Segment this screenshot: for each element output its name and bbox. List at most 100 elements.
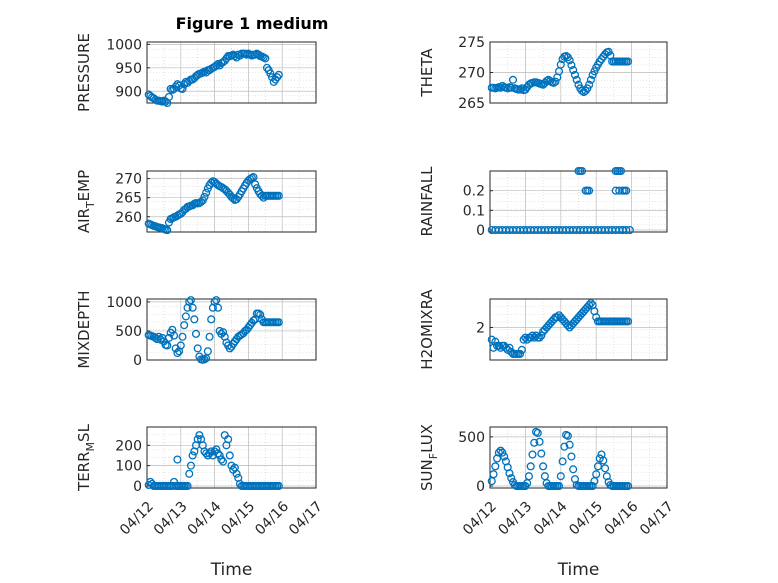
data-point <box>624 57 633 66</box>
data-point <box>186 296 195 305</box>
data-point <box>600 464 610 473</box>
figure-title: Figure 1 medium <box>176 14 329 33</box>
data-point <box>186 461 195 470</box>
y-axis-label: PRESSURE <box>75 33 93 112</box>
data-point <box>205 332 214 341</box>
data-point <box>554 67 564 76</box>
data-point <box>212 296 221 305</box>
data-point <box>530 438 539 447</box>
data-point <box>219 457 228 466</box>
data-point <box>563 321 572 330</box>
data-point <box>549 78 558 87</box>
data-point <box>494 341 503 350</box>
y-axis-label-subscript: T <box>84 201 97 209</box>
data-point <box>537 449 546 458</box>
data-point <box>212 445 221 454</box>
data-point <box>516 85 525 94</box>
data-point <box>540 472 549 481</box>
data-point <box>202 188 211 197</box>
data-point <box>560 442 569 451</box>
y-tick-label: 1000 <box>106 37 142 53</box>
data-point <box>611 186 620 195</box>
y-axis-label-main: AIR <box>75 208 93 233</box>
data-point <box>164 92 174 101</box>
data-point <box>500 452 509 461</box>
data-point <box>163 226 172 235</box>
y-axis-label-tail: SL <box>75 423 93 442</box>
series-markers <box>487 299 633 358</box>
data-point <box>178 84 187 93</box>
y-tick-label: 500 <box>458 430 485 446</box>
y-tick-label: 0 <box>133 479 142 495</box>
data-point <box>212 61 221 70</box>
data-point <box>505 469 514 478</box>
y-tick-label: 270 <box>115 172 142 188</box>
series-markers <box>487 166 634 235</box>
data-point <box>507 83 516 92</box>
data-point <box>537 331 546 340</box>
y-axis-label: THETA <box>418 48 436 98</box>
data-point <box>195 431 204 440</box>
data-point <box>494 448 503 457</box>
data-point <box>210 297 219 306</box>
data-point <box>489 470 498 479</box>
y-tick-label: 0.2 <box>463 184 485 200</box>
data-point <box>570 70 580 79</box>
x-axis-label: Time <box>210 560 253 580</box>
subplot-5: 0 500 1000 MIXDEPTH <box>75 290 317 369</box>
y-tick-label: 0 <box>133 353 142 369</box>
data-point <box>572 75 581 84</box>
y-tick-label: 1000 <box>106 295 142 311</box>
data-point <box>173 348 182 358</box>
y-axis-label: SUNFLUX <box>418 424 440 491</box>
data-point <box>181 312 190 321</box>
series-markers <box>487 427 633 491</box>
data-point <box>491 462 500 471</box>
axes-box <box>146 426 317 489</box>
y-axis-label: AIRTEMP <box>75 170 97 233</box>
data-point <box>190 315 199 324</box>
data-point <box>193 435 202 444</box>
data-point <box>528 331 537 340</box>
y-tick-label: 500 <box>115 324 142 340</box>
y-axis-label: TERRMSL <box>75 423 97 492</box>
data-point <box>225 451 234 460</box>
y-axis-label-subscript: F <box>427 453 440 459</box>
data-point <box>533 428 542 437</box>
series-markers <box>487 47 633 97</box>
data-point <box>219 328 228 337</box>
data-point <box>229 194 238 203</box>
data-point <box>200 192 209 201</box>
data-point <box>521 333 530 342</box>
data-point <box>180 481 189 491</box>
data-point <box>274 318 283 327</box>
series-markers <box>144 49 283 108</box>
data-point <box>554 481 564 491</box>
data-point <box>232 469 241 478</box>
data-point <box>556 472 565 481</box>
x-tick-label: 04/14 <box>185 499 225 539</box>
data-point <box>261 54 270 63</box>
x-tick-label: 04/15 <box>218 499 258 539</box>
data-point <box>588 481 597 491</box>
data-point <box>505 343 514 352</box>
y-tick-label: 270 <box>458 66 485 82</box>
x-tick-label: 04/17 <box>637 499 677 539</box>
data-point <box>599 456 608 465</box>
data-point <box>176 341 185 350</box>
x-tick-label: 04/12 <box>117 499 157 539</box>
data-point <box>188 451 197 460</box>
series-markers <box>144 173 283 235</box>
y-axis-label-main: TERR <box>75 451 93 492</box>
data-point <box>567 61 576 70</box>
data-point <box>519 335 528 344</box>
data-point <box>496 446 505 455</box>
y-tick-label: 265 <box>115 191 142 207</box>
data-point <box>191 329 201 338</box>
y-axis-label-main: H2OMIXRA <box>418 289 436 370</box>
data-point <box>586 75 595 84</box>
x-tick-label: 04/15 <box>566 499 606 539</box>
data-point <box>251 180 260 189</box>
data-point <box>193 344 202 353</box>
